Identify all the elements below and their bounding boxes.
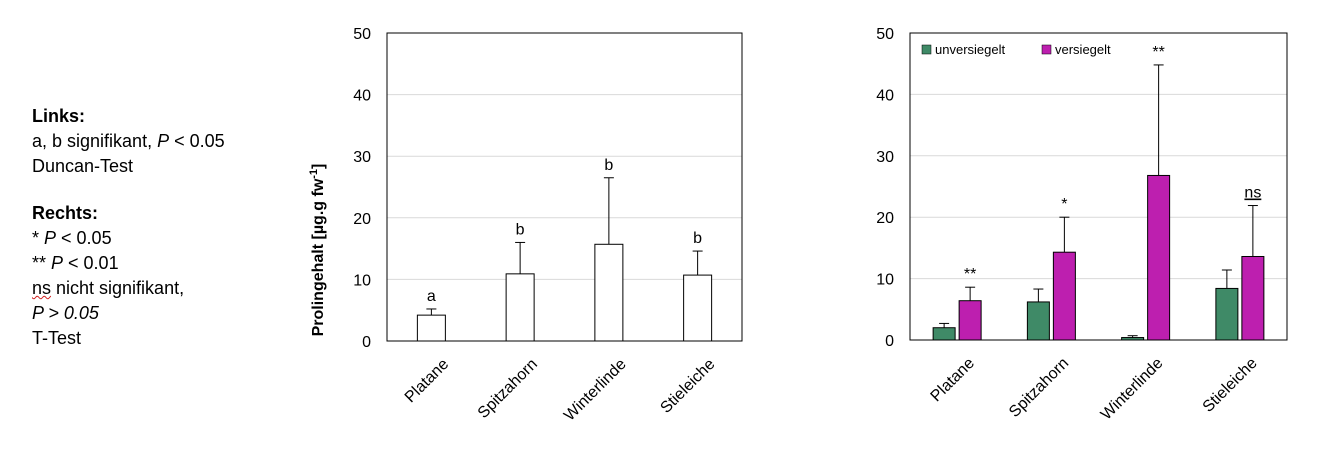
- left-heading: Links:: [32, 106, 86, 126]
- y-tick-label: 50: [353, 26, 371, 43]
- right-ns-line: ns nicht signifikant,: [32, 278, 185, 298]
- right-test-name: T-Test: [32, 328, 82, 348]
- x-category-label: Platane: [402, 356, 452, 406]
- y-tick-label: 10: [353, 272, 371, 289]
- x-category-label: Winterlinde: [561, 356, 630, 425]
- x-category-label: Spitzahorn: [1006, 355, 1072, 421]
- x-category-label: Stieleiche: [657, 356, 718, 417]
- y-tick-label: 0: [885, 333, 894, 350]
- bar: [1052, 251, 1076, 341]
- plot-frame: [386, 32, 743, 342]
- right-chart: 0 10 20 30 40 50 ** Platane * Spitzahorn ** Winterl…: [876, 26, 1288, 424]
- significance-label: **: [964, 266, 976, 283]
- right-heading: Rechts:: [32, 203, 99, 223]
- bar: [958, 300, 982, 341]
- legend-swatch: [921, 44, 932, 55]
- y-tick-label: 20: [876, 210, 894, 227]
- left-test-name: Duncan-Test: [32, 156, 134, 176]
- right-ns-p-line: P > 0.05: [32, 303, 99, 323]
- bar: [416, 314, 446, 342]
- bar: [1215, 287, 1239, 341]
- bar: [1121, 337, 1145, 341]
- y-tick-label: 40: [353, 88, 371, 105]
- left-significance-line: a, b signifikant, P < 0.05: [32, 131, 225, 151]
- left-chart: 0 10 20 30 40 50 a Platane b Spitzahorn b Winterlin…: [308, 26, 743, 425]
- legend-label: unversiegelt: [935, 42, 1005, 57]
- bar: [683, 274, 713, 342]
- legend-swatch: [1041, 44, 1052, 55]
- right-p005-line: * P < 0.05: [32, 228, 112, 248]
- significance-label: b: [693, 230, 702, 247]
- significance-label: ns: [1244, 185, 1261, 202]
- y-tick-label: 30: [876, 149, 894, 166]
- bar: [1026, 301, 1050, 341]
- bar: [1147, 174, 1171, 341]
- y-tick-label: 10: [876, 272, 894, 289]
- y-tick-label: 40: [876, 87, 894, 104]
- significance-label: a: [427, 288, 436, 305]
- bar: [1241, 255, 1265, 341]
- significance-label: **: [1152, 44, 1164, 61]
- y-tick-label: 50: [876, 26, 894, 43]
- significance-notes: Links: a, b signifikant, P < 0.05 Duncan…: [32, 104, 225, 351]
- significance-label: b: [516, 221, 525, 238]
- x-category-label: Spitzahorn: [475, 356, 541, 422]
- y-axis-label: Prolingehalt [µg.g fw-1]: [308, 164, 327, 337]
- significance-label: *: [1061, 196, 1067, 213]
- bar: [505, 273, 535, 342]
- y-tick-label: 30: [353, 149, 371, 166]
- x-category-label: Winterlinde: [1098, 355, 1167, 424]
- bar: [594, 243, 624, 342]
- x-category-label: Stieleiche: [1200, 355, 1261, 416]
- x-category-label: Platane: [928, 355, 978, 405]
- significance-label: b: [604, 157, 613, 174]
- y-tick-label: 20: [353, 211, 371, 228]
- bar: [932, 327, 956, 341]
- y-tick-label: 0: [362, 334, 371, 351]
- right-p001-line: ** P < 0.01: [32, 253, 119, 273]
- plot-frame: [909, 32, 1288, 341]
- legend-label: versiegelt: [1055, 42, 1111, 57]
